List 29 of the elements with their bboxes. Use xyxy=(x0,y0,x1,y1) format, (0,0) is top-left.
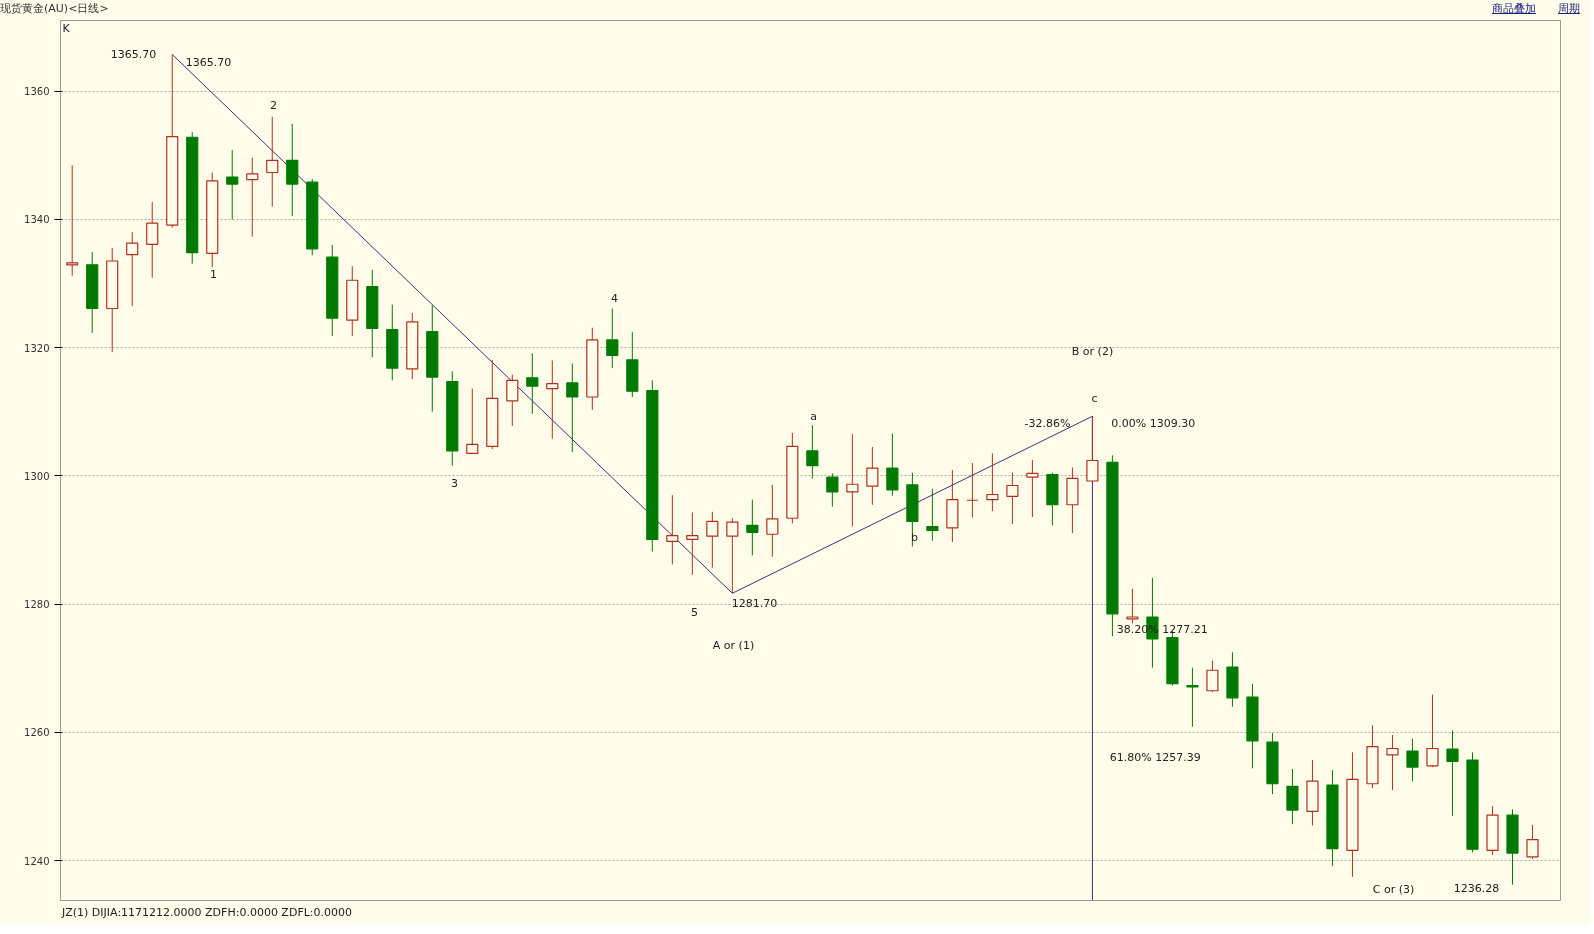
annotation: 1365.70 xyxy=(110,47,157,61)
annotation: C or (3) xyxy=(1372,883,1415,896)
y-tick-label: 1260 xyxy=(24,727,50,739)
annotation: 5 xyxy=(691,605,698,619)
annotation: 1 xyxy=(210,267,217,281)
text: JZ(1) DIJIA:1171212.0000 ZDFH:0.0000 ZDFL:0.0000 xyxy=(60,905,353,921)
annotation: 0.00% 1309.30 xyxy=(1111,417,1196,430)
annotation: 4 xyxy=(611,291,618,305)
annotation: 2 xyxy=(270,98,277,112)
annotation: 1365.70 xyxy=(185,55,232,69)
y-tick-label: 1280 xyxy=(24,599,50,611)
y-tick-label: 1340 xyxy=(24,214,50,226)
y-tick-label: 1240 xyxy=(24,855,50,867)
text: 商品叠加 xyxy=(1492,2,1536,15)
y-tick-label: 1300 xyxy=(24,470,50,482)
annotation: 3 xyxy=(451,476,458,490)
annotation: B or (2) xyxy=(1071,345,1114,358)
annotation: c xyxy=(1091,392,1098,405)
text: 周期 xyxy=(1558,2,1580,15)
y-tick-label: 1320 xyxy=(24,342,50,354)
annotation: 1236.28 xyxy=(1453,881,1500,895)
annotation: A or (1) xyxy=(712,639,755,652)
annotation: a xyxy=(810,410,817,423)
chart-title: 现货黄金(AU)<日线> xyxy=(0,1,109,17)
y-tick-label: 1360 xyxy=(24,86,50,98)
annotation: 61.80% 1257.39 xyxy=(1109,751,1201,764)
annotation: K xyxy=(62,22,71,35)
annotation: 1281.70 xyxy=(731,596,778,610)
annotation: -32.86% xyxy=(1024,417,1071,430)
